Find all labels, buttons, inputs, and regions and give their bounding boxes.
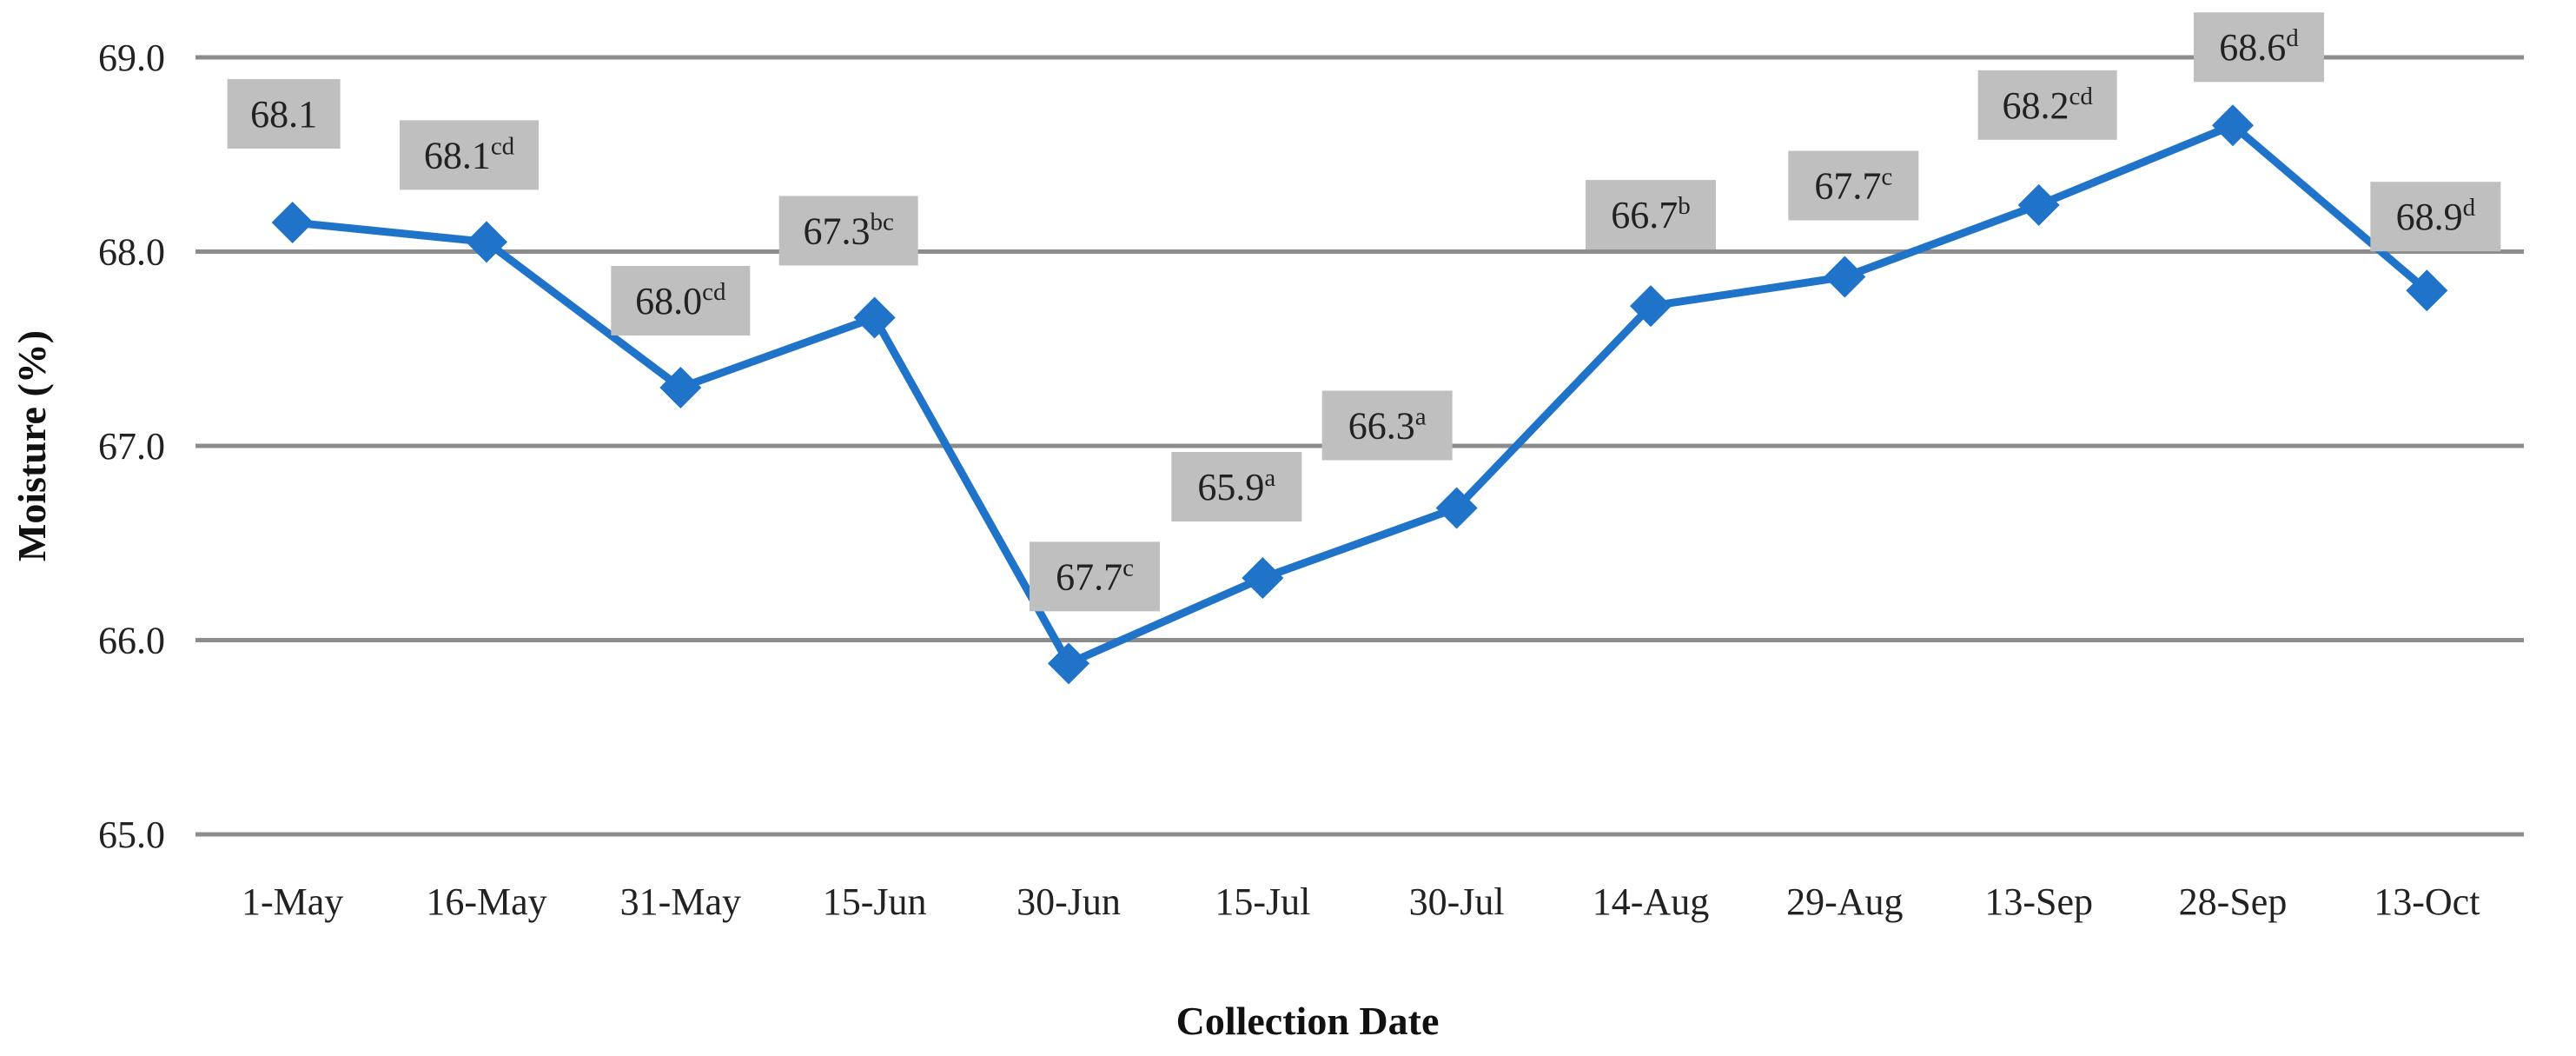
data-label-box: [1171, 451, 1302, 521]
data-label-value: 67.7: [1814, 165, 1881, 208]
y-axis-title: Moisture (%): [10, 330, 54, 561]
data-label-letter: cd: [2069, 83, 2093, 110]
x-tick-label: 13-Oct: [2374, 880, 2480, 923]
x-tick-label: 13-Sep: [1984, 880, 2093, 923]
data-label-text: 67.7c: [1814, 163, 1892, 208]
x-tick-label: 31-May: [620, 880, 741, 923]
x-tick-label: 29-Aug: [1786, 880, 1903, 923]
data-point-marker: [271, 201, 314, 243]
data-label-value: 68.1: [424, 134, 491, 176]
x-tick-label: 28-Sep: [2179, 880, 2288, 923]
data-label-text: 67.7c: [1056, 554, 1134, 598]
data-label: 68.2cd: [1977, 70, 2117, 140]
data-label-value: 66.7: [1611, 194, 1678, 236]
data-label-value: 65.9: [1197, 466, 1264, 508]
data-label-letter: a: [1415, 403, 1427, 431]
data-label-text: 68.1cd: [424, 132, 515, 176]
data-label-value: 67.3: [803, 209, 870, 252]
data-label-value: 68.6: [2219, 26, 2286, 69]
data-point-marker: [659, 366, 702, 408]
data-label-box: [227, 78, 341, 149]
data-label-box: [2194, 12, 2324, 83]
x-tick-label: 15-Jul: [1215, 880, 1310, 923]
data-label-box: [778, 196, 918, 266]
x-tick-label: 14-Aug: [1593, 880, 1709, 923]
data-label-letter: a: [1264, 464, 1275, 492]
data-label: 66.3a: [1321, 390, 1453, 461]
data-label-box: [2370, 182, 2501, 252]
x-tick-label: 30-Jun: [1016, 880, 1121, 923]
data-label-box: [1586, 180, 1716, 250]
data-label: 68.6d: [2194, 12, 2324, 83]
data-label-text: 65.9a: [1197, 464, 1275, 508]
data-label-text: 68.9d: [2396, 194, 2476, 238]
data-point-marker: [2017, 183, 2060, 226]
data-label-letter: c: [1122, 554, 1134, 581]
x-tick-label: 30-Jul: [1409, 880, 1505, 923]
y-tick-label: 66.0: [98, 620, 165, 662]
data-point-marker: [1824, 256, 1866, 298]
data-label-value: 66.3: [1348, 405, 1415, 448]
data-label-box: [1788, 150, 1919, 221]
data-label-letter: c: [1881, 163, 1892, 191]
data-label: 67.7c: [1030, 541, 1160, 612]
data-label: 66.7b: [1586, 180, 1716, 250]
y-tick-label: 68.0: [98, 231, 165, 274]
data-label-text: 66.7b: [1611, 192, 1691, 236]
data-label-letter: cd: [702, 278, 726, 306]
data-label-text: 68.1: [250, 93, 317, 136]
x-axis-title: Collection Date: [1176, 999, 1440, 1043]
data-point-marker: [853, 296, 896, 339]
data-label-value: 68.2: [2002, 84, 2069, 127]
data-labels: 68.168.1cd68.0cd67.3bc67.7c65.9a66.3a66.…: [227, 12, 2501, 612]
data-point-marker: [1435, 487, 1478, 529]
y-tick-label: 69.0: [98, 37, 165, 79]
data-label-letter: cd: [491, 132, 515, 160]
data-point-marker: [1630, 285, 1672, 328]
data-point-marker: [466, 221, 507, 263]
data-point-marker: [1242, 556, 1284, 599]
x-tick-label: 15-Jun: [823, 880, 927, 923]
data-label: 68.0cd: [611, 265, 751, 335]
data-label-box: [611, 265, 751, 335]
data-label-box: [400, 120, 539, 190]
data-label-box: [1977, 70, 2117, 140]
x-tick-label: 1-May: [242, 880, 343, 923]
data-label: 68.1cd: [400, 120, 539, 190]
data-label: 67.7c: [1788, 150, 1919, 221]
data-label-letter: d: [2463, 194, 2476, 222]
data-label-text: 68.0cd: [635, 278, 726, 322]
series: [271, 104, 2448, 685]
x-tick-label: 16-May: [426, 880, 546, 923]
data-label: 67.3bc: [778, 196, 918, 266]
y-axis-ticks: 65.0 66.0 67.0 68.0 69.0: [98, 37, 165, 856]
data-label-text: 66.3a: [1348, 403, 1427, 448]
data-point-marker: [1048, 642, 1089, 685]
data-label-letter: b: [1678, 192, 1691, 220]
data-label-box: [1321, 390, 1453, 461]
x-axis-ticks: 1-May 16-May 31-May 15-Jun 30-Jun 15-Jul 30-Ju…: [242, 880, 2480, 923]
data-label-value: 68.1: [250, 93, 317, 136]
data-label-letter: d: [2286, 24, 2299, 52]
data-label: 65.9a: [1171, 451, 1302, 521]
data-label-text: 68.6d: [2219, 24, 2299, 69]
data-label-box: [1030, 541, 1160, 612]
data-label: 68.9d: [2370, 182, 2501, 252]
data-label-value: 68.9: [2396, 196, 2463, 238]
data-label-text: 67.3bc: [803, 208, 893, 252]
data-point-marker: [2212, 104, 2254, 147]
data-point-marker: [2406, 269, 2448, 312]
data-label: 68.1: [227, 78, 341, 149]
data-label-letter: bc: [870, 208, 893, 236]
y-tick-label: 67.0: [98, 425, 165, 468]
data-label-value: 67.7: [1056, 555, 1122, 598]
data-label-text: 68.2cd: [2002, 83, 2093, 127]
y-tick-label: 65.0: [98, 814, 165, 856]
series-line: [292, 121, 2430, 667]
data-label-value: 68.0: [635, 280, 702, 322]
